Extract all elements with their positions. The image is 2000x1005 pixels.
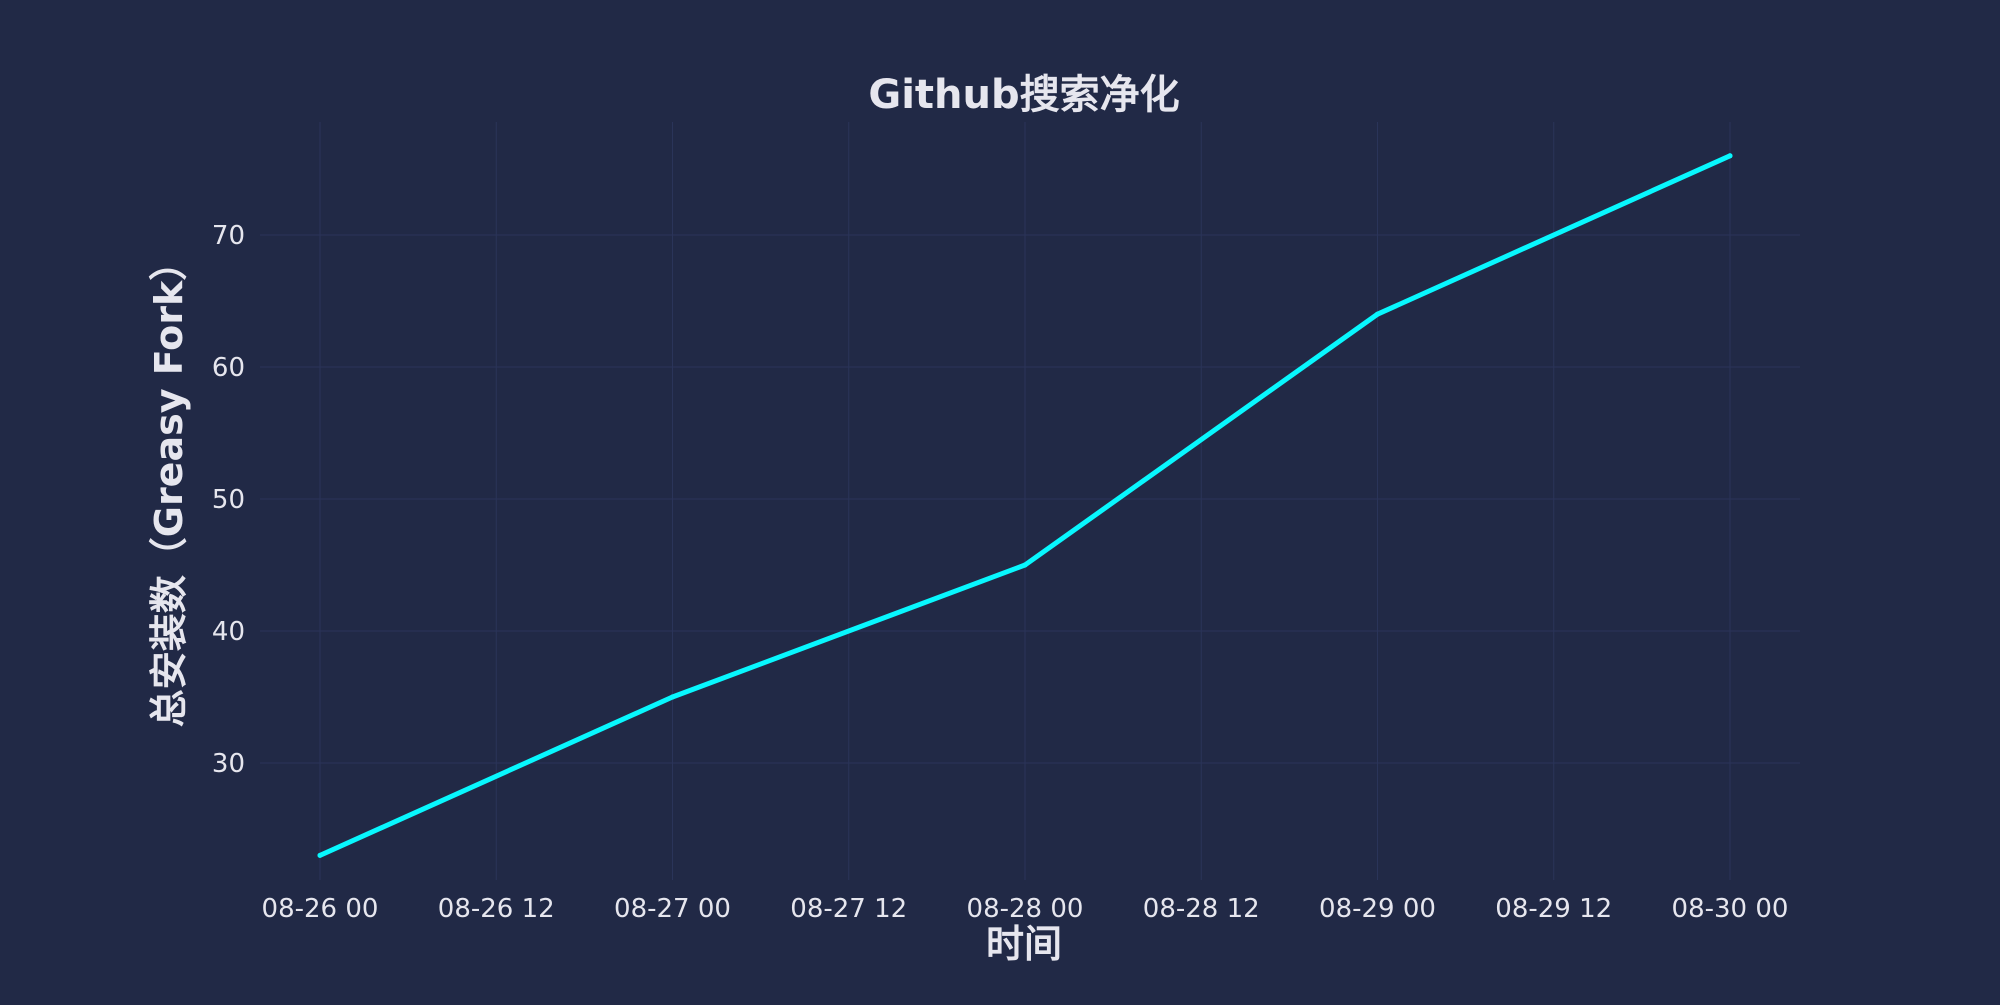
y-tick-label: 60 [212,353,245,383]
y-tick-label: 50 [212,485,245,515]
x-tick-label: 08-28 00 [967,894,1084,924]
y-tick-label: 40 [212,617,245,647]
line-segment [670,562,1028,700]
y-tick-label: 70 [212,221,245,251]
x-axis-label: 时间 [986,922,1062,966]
x-axis-ticks: 08-26 00 08-26 12 08-27 00 08-27 12 08-28 00… [262,894,1789,924]
x-tick-label: 08-27 00 [614,894,731,924]
line-segment [317,694,675,858]
y-tick-label: 30 [212,749,245,779]
data-point [1022,562,1028,568]
line-segment [1022,311,1380,568]
chart-title: Github搜索净化 [868,72,1179,118]
x-tick-label: 08-29 12 [1495,894,1612,924]
x-tick-label: 08-29 00 [1319,894,1436,924]
x-tick-label: 08-27 12 [790,894,907,924]
x-tick-label: 08-28 12 [1143,894,1260,924]
grid [260,122,1800,880]
data-point [317,852,323,858]
data-point [1727,153,1733,159]
data-point [1375,311,1380,317]
x-tick-label: 08-26 00 [262,894,379,924]
x-tick-label: 08-30 00 [1672,894,1789,924]
series-line [317,153,1733,858]
data-point [670,694,675,700]
x-tick-label: 08-26 12 [438,894,555,924]
y-axis-label: 总安装数（Greasy Fork） [147,243,191,728]
line-segment [1375,153,1733,317]
series-layer [317,153,1733,858]
y-axis-ticks: 30 40 50 60 70 [212,221,245,779]
